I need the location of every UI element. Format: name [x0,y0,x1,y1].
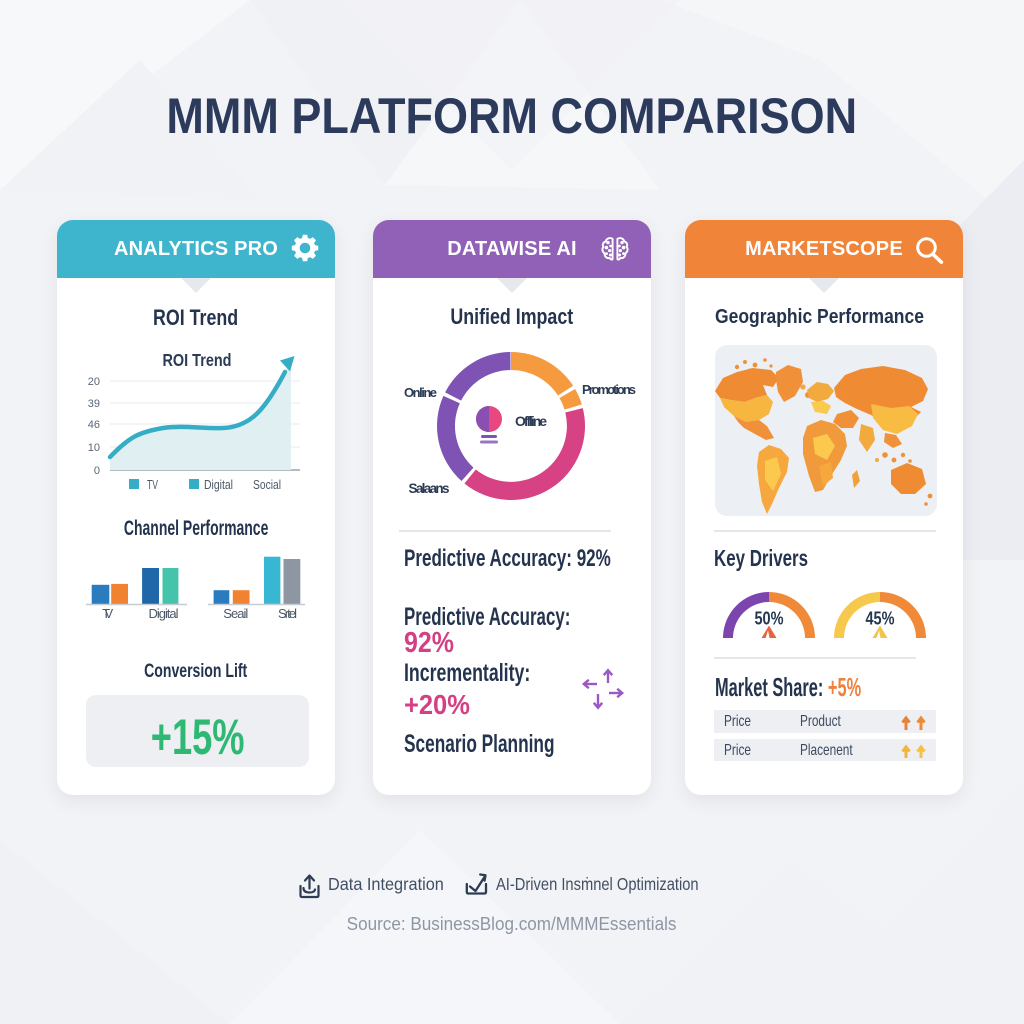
svg-text:20: 20 [88,376,100,388]
svg-text:Seail: Seail [223,606,248,621]
svg-text:Salaans: Salaans [409,481,450,496]
svg-text:10: 10 [88,442,100,454]
svg-text:TV: TV [102,606,113,621]
svg-text:39: 39 [88,398,100,410]
svg-text:45%: 45% [866,609,895,629]
svg-text:Online: Online [404,385,437,400]
svg-text:Digital: Digital [149,606,179,621]
svg-text:Digital: Digital [204,477,233,492]
svg-text:Srtel: Srtel [278,606,297,621]
svg-text:TV: TV [147,477,158,492]
svg-text:0: 0 [94,465,100,477]
svg-text:46: 46 [88,419,100,431]
svg-text:Promotions: Promotions [582,382,636,397]
svg-text:Offline: Offline [515,413,547,429]
svg-text:50%: 50% [755,609,784,629]
svg-text:ROI Trend: ROI Trend [163,350,232,370]
svg-text:Social: Social [253,477,281,492]
